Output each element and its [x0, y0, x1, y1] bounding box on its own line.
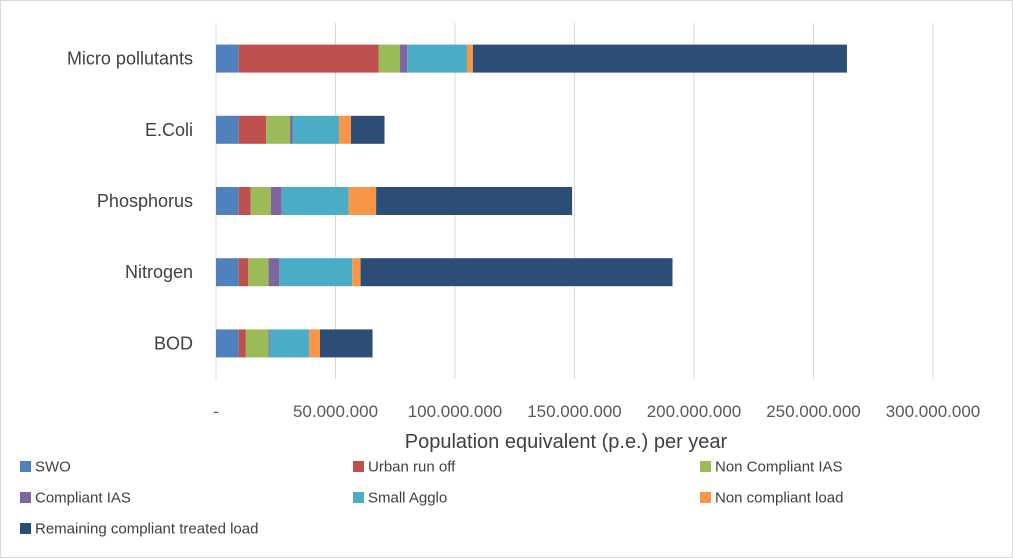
bar-phosphorus-compliant-ias	[270, 187, 282, 215]
category-label: E.Coli	[145, 120, 193, 140]
bar-e-coli-remaining-compliant-treated-load	[351, 115, 385, 144]
legend-label: SWO	[35, 459, 71, 476]
bar-micro-pollutants-remaining-compliant-treated-load	[472, 44, 847, 73]
category-label: Phosphorus	[97, 191, 193, 211]
legend-swatch	[353, 492, 364, 503]
bar-e-coli-compliant-ias	[290, 115, 293, 144]
bar-micro-pollutants-small-agglo	[407, 44, 467, 73]
x-tick-label: 300.000.000	[886, 402, 981, 421]
bar-nitrogen-compliant-ias	[268, 258, 280, 287]
legend-swatch	[700, 492, 711, 503]
category-labels: BOD Nitrogen Phosphorus E.Coli Micro polluta…	[67, 49, 193, 354]
legend-label: Non Compliant IAS	[715, 459, 843, 476]
bar-phosphorus-remaining-compliant-treated-load	[376, 187, 573, 215]
bar-e-coli-non-compliant-load	[339, 115, 352, 144]
bar-phosphorus-small-agglo	[281, 187, 349, 215]
bar-nitrogen-swo	[216, 258, 239, 287]
category-label: BOD	[154, 333, 193, 353]
bar-bod-urban-run-off	[238, 329, 246, 358]
legend-swatch	[353, 461, 364, 472]
bar-bod-remaining-compliant-treated-load	[319, 329, 373, 358]
x-tick-label: 50.000.000	[293, 402, 378, 421]
bar-micro-pollutants-compliant-ias	[400, 44, 408, 73]
legend-swatch	[20, 492, 31, 503]
bar-phosphorus-swo	[216, 187, 239, 215]
bar-nitrogen-urban-run-off	[238, 258, 249, 287]
x-tick-label: 100.000.000	[408, 402, 503, 421]
x-tick-labels: - 50.000.000 100.000.000 150.000.000 200.000…	[213, 402, 980, 421]
bar-nitrogen-small-agglo	[279, 258, 353, 287]
bar-nitrogen-non-compliant-load	[352, 258, 361, 287]
legend: SWO Urban run off Non Compliant IAS Complia…	[20, 459, 843, 538]
legend-label: Compliant IAS	[35, 490, 131, 507]
bar-bod-compliant-ias	[268, 329, 270, 358]
x-tick-label: 200.000.000	[647, 402, 742, 421]
bar-micro-pollutants-urban-run-off	[238, 44, 379, 73]
bar-e-coli-non-compliant-ias	[266, 115, 291, 144]
x-tick-label: -	[213, 402, 219, 421]
category-label: Nitrogen	[125, 262, 193, 282]
bar-phosphorus-non-compliant-ias	[250, 187, 271, 215]
bar-micro-pollutants-swo	[216, 44, 239, 73]
bar-layer	[216, 44, 847, 358]
bar-bod-swo	[216, 329, 239, 358]
legend-swatch	[20, 461, 31, 472]
x-tick-label: 150.000.000	[527, 402, 622, 421]
bar-e-coli-swo	[216, 115, 239, 144]
bar-e-coli-urban-run-off	[238, 115, 267, 144]
legend-label: Urban run off	[368, 459, 456, 476]
legend-label: Small Agglo	[368, 490, 447, 507]
bar-nitrogen-remaining-compliant-treated-load	[360, 258, 673, 287]
legend-swatch	[20, 523, 31, 534]
bar-micro-pollutants-non-compliant-load	[466, 44, 473, 73]
bar-e-coli-small-agglo	[292, 115, 340, 144]
x-tick-label: 250.000.000	[766, 402, 861, 421]
bar-bod-non-compliant-ias	[245, 329, 269, 358]
bar-bod-non-compliant-load	[309, 329, 320, 358]
legend-label: Non compliant load	[715, 490, 843, 507]
legend-swatch	[700, 461, 711, 472]
x-axis-title: Population equivalent (p.e.) per year	[405, 431, 728, 453]
bar-phosphorus-urban-run-off	[238, 187, 251, 215]
bar-bod-small-agglo	[269, 329, 310, 358]
bar-micro-pollutants-non-compliant-ias	[378, 44, 401, 73]
legend-label: Remaining compliant treated load	[35, 521, 258, 538]
bar-nitrogen-non-compliant-ias	[248, 258, 269, 287]
bar-phosphorus-non-compliant-load	[348, 187, 377, 215]
category-label: Micro pollutants	[67, 49, 193, 69]
